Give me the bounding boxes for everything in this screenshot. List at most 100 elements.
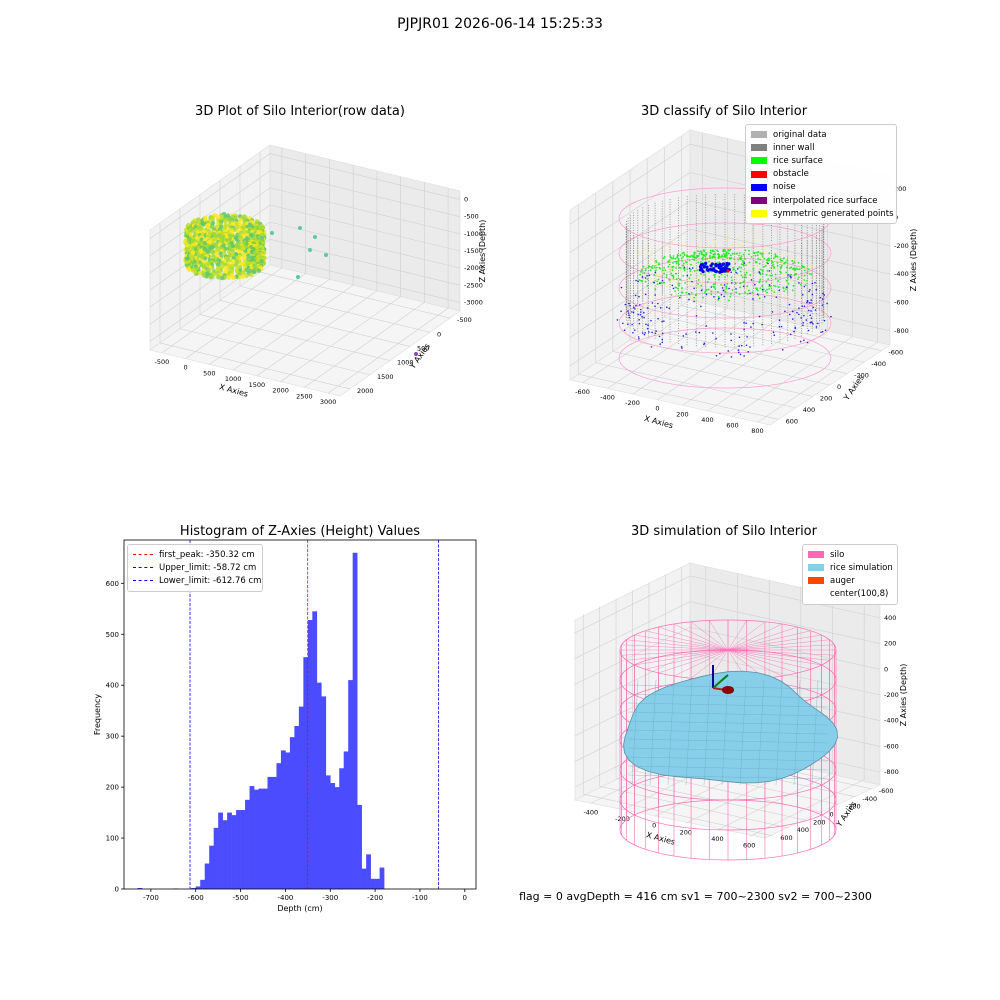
- sim-mesh-line: [685, 679, 693, 786]
- classify-noise-point: [750, 279, 753, 281]
- classify-symmetric-point: [721, 284, 724, 287]
- classify-rice-point: [686, 254, 688, 257]
- sim-silo-spoke: [727, 639, 830, 651]
- classify-rice-point: [779, 258, 782, 260]
- classify-rice-point: [799, 283, 802, 286]
- classify-rice-point: [738, 254, 740, 257]
- sim-mesh-line: [667, 679, 675, 786]
- histogram-bar: [348, 680, 353, 889]
- classify-noise-point: [808, 290, 810, 293]
- classify-rice-point: [717, 250, 719, 253]
- classify-rice-point: [663, 272, 665, 275]
- classify-noise-point: [758, 315, 761, 318]
- classify-symmetric-point: [650, 258, 652, 261]
- classify-rice-point: [803, 279, 806, 281]
- raw-x-tick-label: 2500: [296, 392, 313, 400]
- classify-symmetric-point: [786, 253, 789, 256]
- classify-noise-cluster-point: [714, 262, 718, 267]
- histogram-bar: [218, 812, 223, 889]
- classify-rice-point: [751, 291, 754, 294]
- raw-point: [221, 234, 226, 239]
- classify-rice-point: [713, 254, 715, 256]
- classify-rice-point: [704, 258, 707, 261]
- classify-rice-point: [766, 291, 769, 294]
- sim-silo-spoke: [709, 620, 729, 651]
- sim-center-axis-y: [712, 674, 729, 689]
- classify-noise-point: [654, 294, 656, 296]
- classify-rice-point: [681, 259, 683, 262]
- classify-rice-point: [733, 268, 736, 271]
- classify-rice-point: [771, 261, 774, 264]
- classify-noise-point: [806, 341, 809, 344]
- classify-symmetric-point: [741, 300, 743, 303]
- classify-noise-point: [805, 319, 808, 321]
- raw-point: [219, 275, 225, 281]
- sim-mesh-line: [811, 679, 819, 786]
- classify-noise-point: [663, 320, 665, 322]
- classify-noise-point: [705, 325, 708, 327]
- classify-rice-point: [724, 255, 726, 258]
- classify-noise-point: [824, 329, 827, 332]
- classify-rice-point: [709, 256, 711, 259]
- classify-noise-cluster-point: [710, 262, 714, 266]
- classify-noise-point: [713, 296, 715, 298]
- classify-symmetric-point: [759, 231, 761, 234]
- sim-silo-spoke: [621, 644, 729, 651]
- histogram-bar: [307, 619, 313, 889]
- classify-symmetric-point: [801, 279, 804, 282]
- sim-mesh-line: [721, 679, 729, 786]
- classify-noise-point: [700, 289, 703, 292]
- classify-rice-point: [735, 291, 738, 294]
- simulation-legend-item: silo: [808, 548, 892, 561]
- classify-rice-point: [656, 280, 659, 283]
- classify-rice-point: [697, 261, 700, 264]
- classify-noise-point: [627, 323, 629, 326]
- histogram-bar: [303, 657, 309, 889]
- raw-grid-x: [209, 279, 330, 365]
- classify-symmetric-point: [668, 276, 671, 279]
- raw-grid-z: [269, 204, 461, 252]
- classify-noise-point: [799, 340, 802, 343]
- classify-rice-point: [772, 263, 775, 266]
- raw-point: [215, 262, 221, 268]
- classify-grid-z-side: [569, 143, 691, 225]
- classify-noise-point: [647, 324, 649, 326]
- classify-rice-point: [640, 269, 643, 271]
- classify-symmetric-point: [714, 242, 716, 245]
- classify-noise-point: [638, 318, 640, 321]
- classify-noise-point: [814, 309, 817, 311]
- classify-rice-point: [730, 276, 733, 279]
- classify-rice-point: [748, 253, 750, 256]
- classify-symmetric-point: [772, 279, 775, 282]
- sim-y-tick-label: 600: [780, 834, 792, 842]
- classify-rice-point: [712, 283, 715, 286]
- sim-silo-spoke: [658, 626, 729, 651]
- classify-rice-point: [787, 282, 790, 285]
- classify-rice-point: [725, 254, 728, 257]
- classify-noise-point: [688, 298, 690, 301]
- classify-rice-point: [798, 268, 801, 271]
- classify-noise-point: [819, 296, 822, 299]
- classify-noise-point: [679, 296, 681, 299]
- raw-grid-y: [179, 328, 371, 376]
- classify-rice-point: [688, 259, 691, 262]
- classify-rice-point: [708, 260, 710, 263]
- classify-noise-point: [683, 266, 686, 269]
- classify-noise-point: [639, 308, 642, 311]
- classify-rice-point: [803, 266, 806, 268]
- classify-rice-point: [653, 273, 656, 276]
- classify-symmetric-point: [735, 278, 738, 281]
- sim-y-tick-label: 200: [813, 818, 825, 826]
- sim-x-axis-label: X Axies: [645, 830, 676, 846]
- raw-point: [214, 244, 219, 249]
- classify-symmetric-point: [767, 271, 770, 274]
- raw-point: [227, 237, 232, 242]
- classify-rice-point: [651, 265, 654, 267]
- raw-point: [230, 243, 236, 249]
- classify-rice-point: [785, 266, 788, 269]
- classify-x-tick-label: 800: [751, 427, 763, 435]
- classify-rice-point: [750, 255, 753, 258]
- classify-symmetric-point: [712, 239, 715, 241]
- classify-noise-point: [778, 325, 781, 328]
- classify-rice-point: [758, 297, 761, 300]
